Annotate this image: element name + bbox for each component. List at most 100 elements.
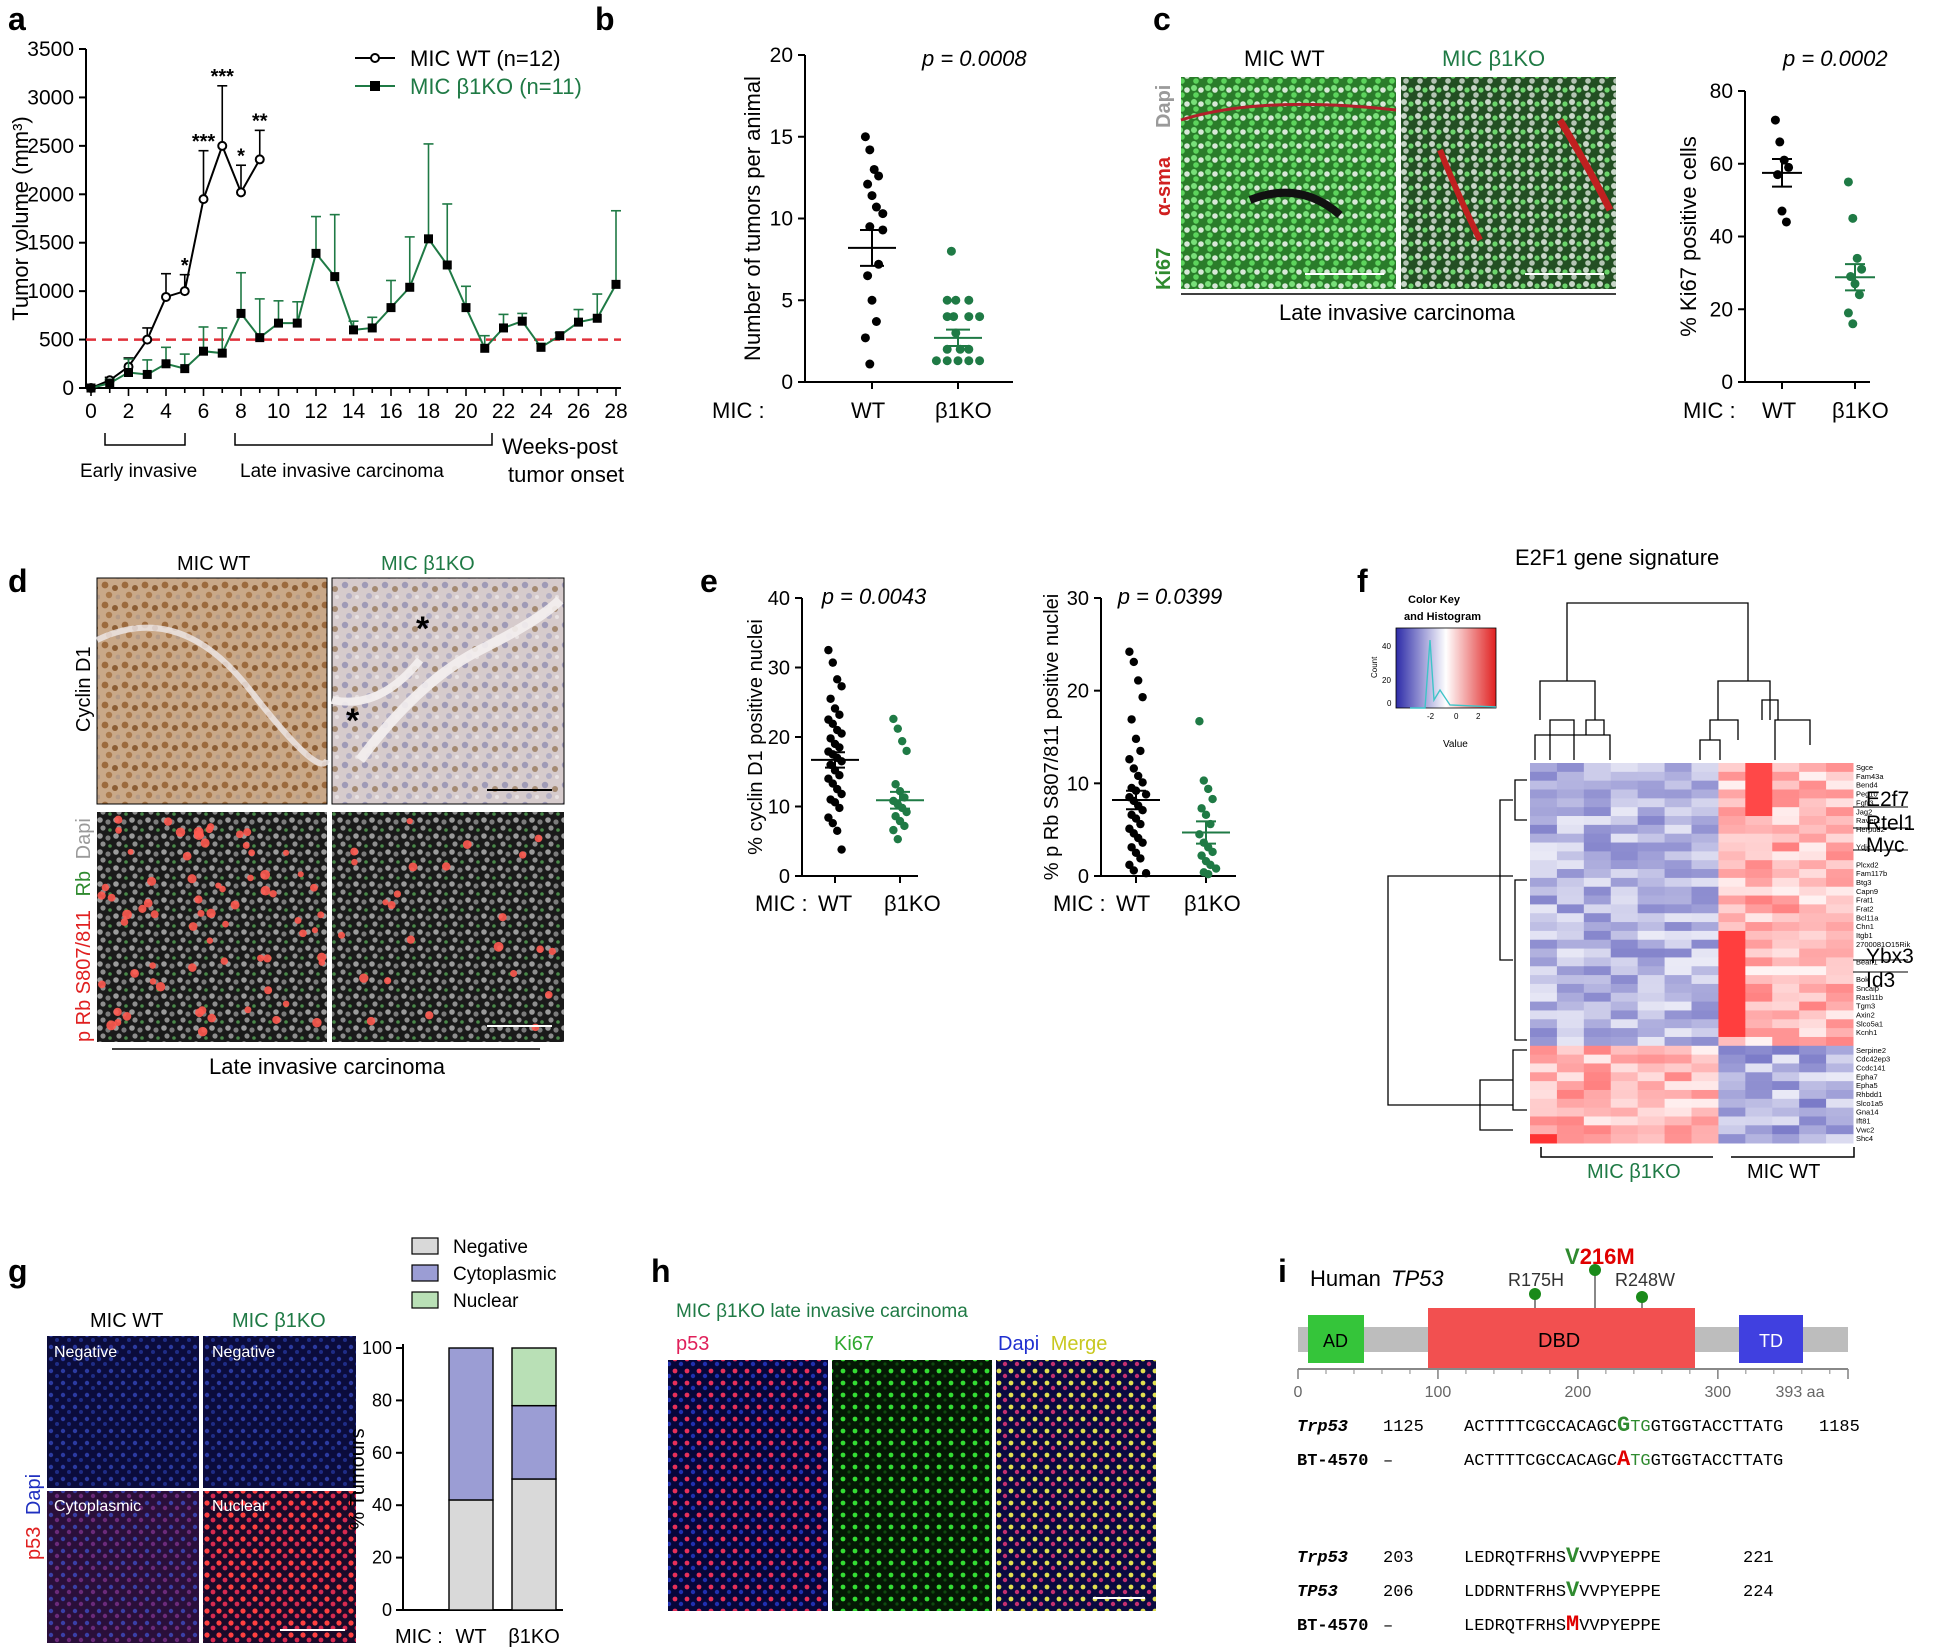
f-heat-cell <box>1745 1028 1773 1038</box>
f-heat-cell <box>1691 922 1719 932</box>
f-heat-cell <box>1637 1054 1666 1064</box>
d-red-nucleus <box>406 935 415 944</box>
e2-point-ko <box>1204 784 1213 794</box>
f-heat-cell <box>1530 1098 1558 1109</box>
f-gene-label: Capn9 <box>1856 887 1878 896</box>
cyclin-d1-chart: 0 10 20 30 40% cyclin D1 positive nuclei p = … <box>745 584 927 888</box>
d-red-nucleus <box>107 893 116 902</box>
panel-h-micrographs: MIC β1KO late invasive carcinoma p53 Ki6… <box>668 1301 1156 1611</box>
a-ko-point <box>592 313 602 323</box>
d-star-2: * <box>346 702 360 740</box>
f-heat-cell <box>1556 886 1585 897</box>
f-heat-cell <box>1530 1125 1558 1135</box>
f-heat-cell <box>1530 1028 1558 1038</box>
f-heat-cell <box>1530 851 1558 861</box>
f-gene-label: Vwc2 <box>1856 1125 1874 1134</box>
f-heat-cell <box>1799 904 1827 914</box>
seq-r3-name: Trp53 <box>1297 1549 1348 1568</box>
f-heat-cell <box>1745 1098 1773 1109</box>
f-gene-label: Bok <box>1856 975 1869 984</box>
f-gene-label: Rhbdd1 <box>1856 1090 1882 1099</box>
f-heat-cell <box>1718 983 1746 994</box>
e2-y-tick-label: 30 <box>1067 588 1089 610</box>
f-heat-cell <box>1530 1107 1558 1117</box>
f-heat-cell <box>1772 780 1800 791</box>
f-heat-cell <box>1637 1081 1666 1091</box>
f-heat-cell <box>1718 1010 1746 1020</box>
d-row-prb: p Rb S807/811 Rb Dapi <box>73 818 95 1042</box>
panel-label-g: g <box>8 1253 28 1289</box>
f-heat-cell <box>1583 780 1612 791</box>
f-heat-cell <box>1530 1063 1558 1073</box>
f-heat-cell <box>1799 1125 1827 1135</box>
d-red-nucleus <box>408 862 418 872</box>
f-heat-cell <box>1745 763 1773 773</box>
b-point-wt <box>860 333 870 343</box>
d-cyclin-ko <box>331 577 565 805</box>
g-y-tick-label: 20 <box>372 1548 392 1568</box>
e1-y-tick-label: 40 <box>768 588 790 610</box>
d-red-nucleus <box>193 826 204 837</box>
panel-a-regions: Early invasive Late invasive carcinoma W… <box>80 433 624 487</box>
d-red-nucleus <box>317 952 327 962</box>
b-point-ko <box>942 356 952 366</box>
f-heat-cell <box>1691 1028 1719 1038</box>
d-red-nucleus <box>219 885 226 893</box>
f-heat-cell <box>1691 833 1719 844</box>
a-y-tick-label: 1500 <box>27 232 74 255</box>
e2-y-tick-label: 0 <box>1078 866 1089 888</box>
f-heat-cell <box>1556 1081 1585 1091</box>
c-point-ko <box>1848 213 1858 223</box>
f-heat-cell <box>1664 1001 1692 1011</box>
f-heat-cell <box>1664 1010 1692 1020</box>
b-y-tick-label: 15 <box>770 126 793 149</box>
d-red-nucleus <box>351 858 358 866</box>
f-heat-cell <box>1610 798 1639 808</box>
a-significance: * <box>181 255 189 277</box>
e2-cat-wt: WT <box>1116 891 1150 916</box>
f-gene-label: Bend4 <box>1856 781 1878 790</box>
f-heat-cell <box>1637 992 1666 1003</box>
f-heat-cell <box>1826 851 1854 861</box>
f-heat-cell <box>1799 807 1827 817</box>
f-heat-cell <box>1718 1098 1746 1109</box>
f-heat-cell <box>1718 966 1746 976</box>
a-ko-point <box>424 234 433 244</box>
e1-point-wt <box>837 757 846 766</box>
d-red-nucleus <box>188 963 197 972</box>
f-heat-cell <box>1745 992 1773 1003</box>
f-heat-cell <box>1664 1019 1692 1029</box>
g-col-wt: MIC WT <box>90 1310 163 1332</box>
e2-point-wt <box>1136 854 1145 863</box>
f-heat-cell <box>1772 939 1800 950</box>
f-gene-label: Bcl11a <box>1856 913 1879 922</box>
e2-point-ko <box>1204 869 1213 879</box>
e2-point-wt <box>1131 734 1141 744</box>
f-heat-cell <box>1745 1089 1773 1100</box>
f-heat-cell <box>1799 1054 1827 1064</box>
d-red-nucleus <box>113 1007 122 1017</box>
i-axis-tick-label: 0 <box>1294 1384 1303 1401</box>
d-red-nucleus <box>215 882 222 889</box>
f-heat-cell <box>1664 1107 1692 1117</box>
f-heat-cell <box>1691 860 1719 870</box>
a-x-tick-label: 4 <box>160 400 172 423</box>
f-gene-label: Epha7 <box>1856 1072 1878 1081</box>
f-heat-cell <box>1718 851 1746 861</box>
f-heat-cell <box>1664 983 1692 994</box>
f-heat-cell <box>1664 824 1692 835</box>
c-y-tick-label: 0 <box>1721 371 1733 394</box>
f-heat-cell <box>1610 1098 1639 1109</box>
d-red-nucleus <box>182 851 192 861</box>
f-heat-cell <box>1691 948 1719 958</box>
f-heat-cell <box>1583 1081 1612 1091</box>
f-heat-cell <box>1745 851 1773 861</box>
f-heat-cell <box>1610 1019 1639 1029</box>
d-red-nucleus <box>534 834 543 843</box>
d-red-nucleus <box>282 849 290 856</box>
f-gene-label: Shc4 <box>1856 1134 1873 1143</box>
f-heat-cell <box>1718 1045 1746 1056</box>
i-seq-row2: BT-4570 – ACTTTTCGCCACAGCATGGTGGTACCTTAT… <box>1297 1447 1783 1472</box>
f-heat-cell <box>1610 1107 1639 1117</box>
